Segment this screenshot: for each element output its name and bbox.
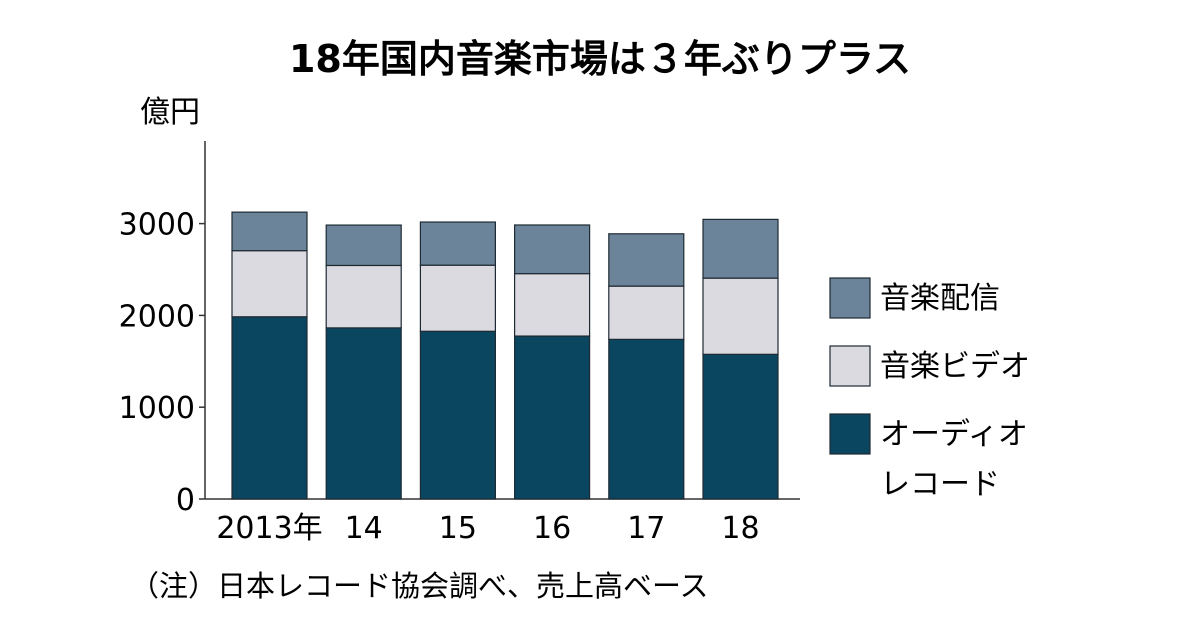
legend-swatch-1 bbox=[829, 345, 871, 387]
x-tick-label: 18 bbox=[721, 511, 759, 546]
bar-segment-1-0 bbox=[231, 250, 308, 318]
y-tick-label: 1000 bbox=[119, 391, 195, 426]
y-tick-label: 0 bbox=[176, 483, 195, 518]
bar-segment-0-2 bbox=[419, 330, 496, 500]
x-tick-label: 15 bbox=[439, 511, 477, 546]
legend-label-1: 音楽ビデオ bbox=[880, 349, 1030, 384]
bar-segment-2-4 bbox=[608, 233, 685, 287]
bar-segment-1-2 bbox=[419, 264, 496, 332]
bar-segment-1-3 bbox=[513, 273, 591, 337]
y-axis-unit: 億円 bbox=[140, 95, 200, 130]
bar-segment-0-1 bbox=[325, 327, 402, 500]
x-tick-label: 14 bbox=[345, 511, 383, 546]
y-tick-label: 2000 bbox=[119, 299, 195, 334]
x-tick-label: 2013年 bbox=[216, 511, 322, 546]
bar-segment-2-3 bbox=[513, 224, 591, 275]
legend-label-2: 音楽配信 bbox=[880, 281, 1000, 316]
bar-segment-0-3 bbox=[513, 335, 591, 500]
bar-segment-2-5 bbox=[702, 218, 779, 279]
bar-segment-0-5 bbox=[702, 353, 779, 500]
plot-area: 0 1000 2000 3000 2013年 14 15 16 17 18 bbox=[119, 140, 800, 546]
legend-label-0: オーディオ bbox=[880, 417, 1028, 452]
bar-segment-2-2 bbox=[419, 221, 496, 266]
bar-segment-0-4 bbox=[608, 338, 685, 500]
bar-segment-1-5 bbox=[702, 277, 779, 355]
x-tick-label: 17 bbox=[627, 511, 665, 546]
bar-segment-2-0 bbox=[231, 211, 308, 252]
legend-swatch-0 bbox=[829, 413, 871, 455]
chart-title: 18年国内音楽市場は３年ぶりプラス bbox=[289, 37, 911, 81]
y-tick-label: 3000 bbox=[119, 208, 195, 243]
bar-segment-1-4 bbox=[608, 285, 685, 340]
x-tick-label: 16 bbox=[533, 511, 571, 546]
bar-segment-1-1 bbox=[325, 264, 402, 329]
bar-segment-2-1 bbox=[325, 224, 402, 267]
bar-segment-0-0 bbox=[231, 316, 308, 500]
legend-label-0: レコード bbox=[880, 467, 1000, 502]
legend-swatch-2 bbox=[829, 277, 871, 319]
source-note: （注）日本レコード協会調べ、売上高ベース bbox=[130, 569, 709, 603]
